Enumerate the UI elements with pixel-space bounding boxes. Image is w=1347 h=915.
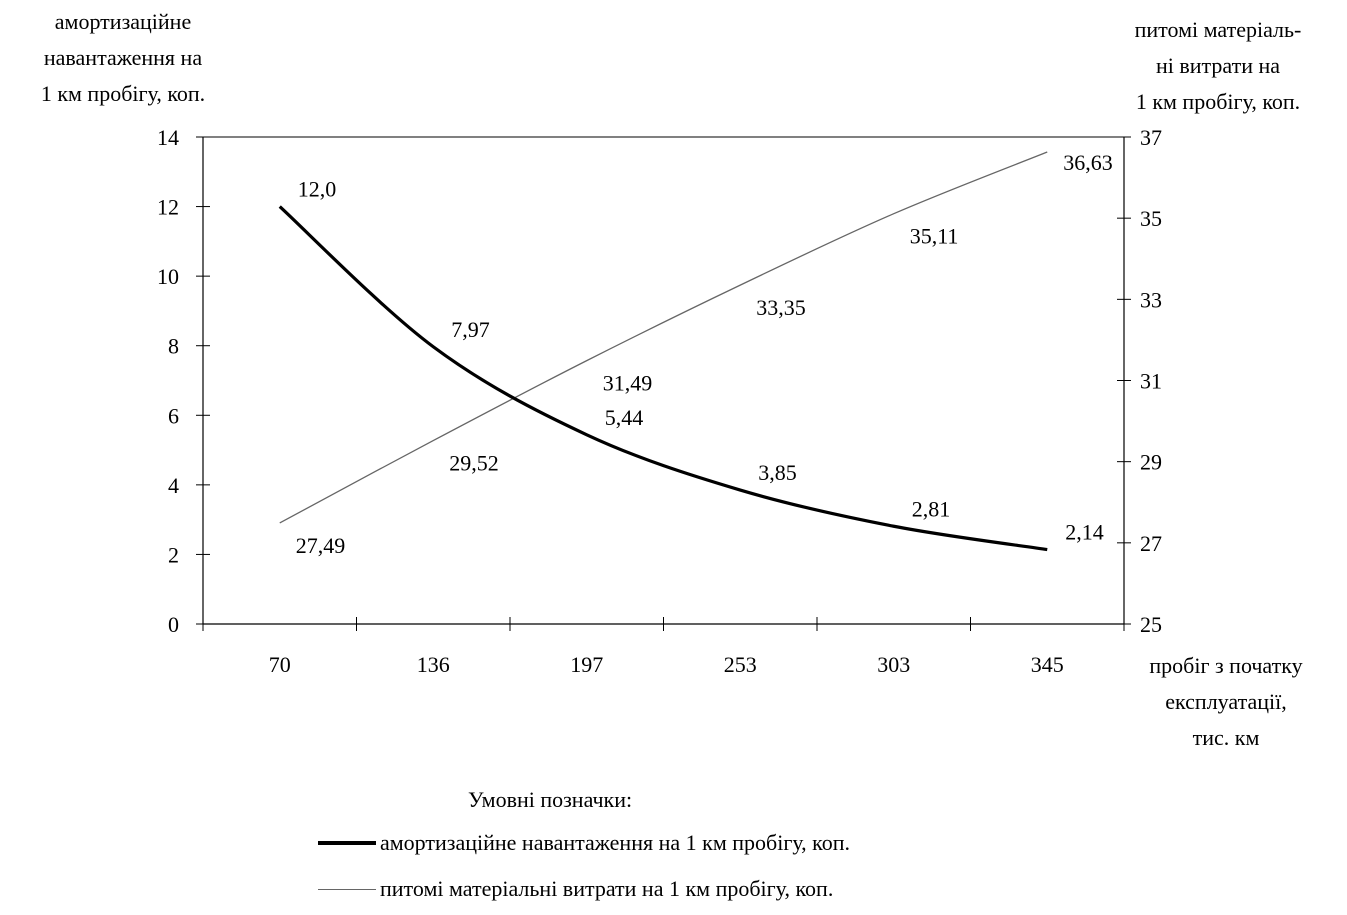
depreciation-data-label: 2,14 xyxy=(1065,520,1104,545)
x-tick-label: 345 xyxy=(1031,652,1064,677)
legend-item-label: амортизаційне навантаження на 1 км пробі… xyxy=(380,830,850,855)
depreciation-data-label: 3,85 xyxy=(758,460,797,485)
depreciation-data-label: 12,0 xyxy=(298,177,337,202)
x-tick-label: 303 xyxy=(877,652,910,677)
legend-item-depreciation: амортизаційне навантаження на 1 км пробі… xyxy=(318,820,1078,866)
right-y-tick-label: 27 xyxy=(1140,531,1162,556)
material-costs-line xyxy=(279,151,1048,524)
legend-item-label: питомі матеріальні витрати на 1 км пробі… xyxy=(380,876,834,901)
left-y-tick-label: 6 xyxy=(168,403,179,428)
x-axis-title-line: тис. км xyxy=(1192,725,1260,750)
x-tick-label: 70 xyxy=(269,652,291,677)
left-y-tick-label: 8 xyxy=(168,334,179,359)
legend: Умовні позначки: амортизаційне навантаже… xyxy=(318,780,1078,912)
right-axis-title: питомі матеріаль- ні витрати на 1 км про… xyxy=(1098,12,1338,120)
depreciation-line xyxy=(278,205,1048,552)
legend-swatch-thin-line xyxy=(318,888,376,890)
left-y-tick-label: 10 xyxy=(157,264,179,289)
right-y-tick-label: 37 xyxy=(1140,125,1162,150)
x-axis-title: пробіг з початку експлуатації, тис. км xyxy=(1108,648,1344,756)
material-costs-data-label: 35,11 xyxy=(910,224,959,249)
x-axis-title-line: експлуатації, xyxy=(1165,689,1287,714)
right-axis-title-line: 1 км пробігу, коп. xyxy=(1135,89,1301,114)
depreciation-data-label: 5,44 xyxy=(605,405,644,430)
left-axis-title: амортизаційне навантаження на 1 км пробі… xyxy=(4,4,242,112)
left-y-tick-label: 2 xyxy=(168,542,179,567)
material-costs-data-label: 36,63 xyxy=(1063,150,1113,175)
legend-title: Умовні позначки: xyxy=(468,787,633,812)
right-y-tick-label: 29 xyxy=(1140,450,1162,475)
x-tick-label: 197 xyxy=(570,652,603,677)
left-y-tick-label: 14 xyxy=(157,125,179,150)
material-costs-data-label: 27,49 xyxy=(296,533,346,558)
legend-swatch-thick-line xyxy=(318,841,376,845)
x-tick-label: 136 xyxy=(417,652,450,677)
right-axis-title-line: питомі матеріаль- xyxy=(1134,17,1302,42)
material-costs-data-label: 29,52 xyxy=(449,451,499,476)
legend-item-material-costs: питомі матеріальні витрати на 1 км пробі… xyxy=(318,866,1078,912)
material-costs-data-label: 33,35 xyxy=(756,295,806,320)
left-y-tick-label: 4 xyxy=(168,473,179,498)
right-y-tick-label: 33 xyxy=(1140,287,1162,312)
right-y-tick-label: 25 xyxy=(1140,612,1162,637)
right-y-tick-label: 35 xyxy=(1140,206,1162,231)
x-axis-title-line: пробіг з початку xyxy=(1149,653,1303,678)
left-y-tick-label: 12 xyxy=(157,195,179,220)
material-costs-data-label: 31,49 xyxy=(603,371,653,396)
depreciation-data-label: 2,81 xyxy=(912,496,951,521)
depreciation-data-label: 7,97 xyxy=(451,317,490,342)
right-y-tick-label: 31 xyxy=(1140,369,1162,394)
left-y-tick-label: 0 xyxy=(168,612,179,637)
left-axis-title-line: навантаження на xyxy=(43,45,203,70)
right-axis-title-line: ні витрати на xyxy=(1155,53,1281,78)
left-axis-title-line: 1 км пробігу, коп. xyxy=(40,81,206,106)
left-axis-title-line: амортизаційне xyxy=(54,9,192,34)
x-tick-label: 253 xyxy=(724,652,757,677)
